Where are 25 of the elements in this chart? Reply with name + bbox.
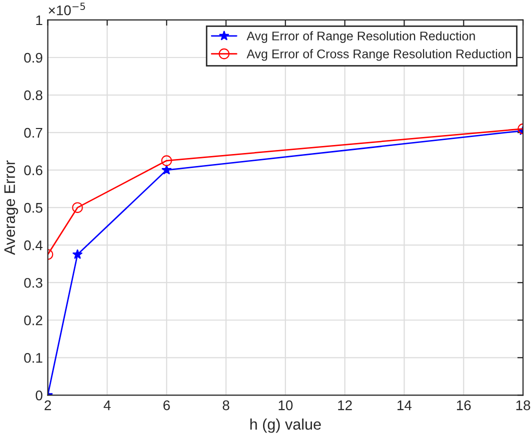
y-tick-label: 1 [36,15,42,26]
y-tick-label: 0 [36,390,42,400]
y-tick-label: 0.6 [24,165,42,176]
y-axis-title: Average Error [4,160,18,255]
y-tick-label: 0.1 [24,352,42,363]
x-tick-label: 18 [516,400,530,410]
y-tick-label: 0.5 [24,202,42,213]
y-tick-label: 0.8 [24,90,42,100]
y-tick-label: 0.4 [24,240,43,250]
x-tick-label: 6 [163,400,170,410]
x-tick-label: 8 [222,400,230,410]
y-tick-label: 0.7 [24,128,42,138]
x-tick-label: 14 [398,400,412,410]
x-tick-label: 10 [278,400,293,410]
legend-label: Avg Error of Range Resolution Reduction [246,31,475,43]
x-axis-title: h (g) value [250,418,321,433]
y-tick-label: 0.9 [24,52,42,63]
x-tick-label: 2 [44,400,51,410]
y-tick-label: 0.2 [24,315,42,326]
text: ×10$^{−5}$ [48,2,85,16]
legend-label: Avg Error of Cross Range Resolution Reduction [246,49,511,61]
x-tick-label: 12 [338,400,352,410]
x-tick-label: 4 [104,400,111,410]
x-tick-label: 16 [456,400,471,410]
y-tick-label: 0.3 [24,278,42,288]
